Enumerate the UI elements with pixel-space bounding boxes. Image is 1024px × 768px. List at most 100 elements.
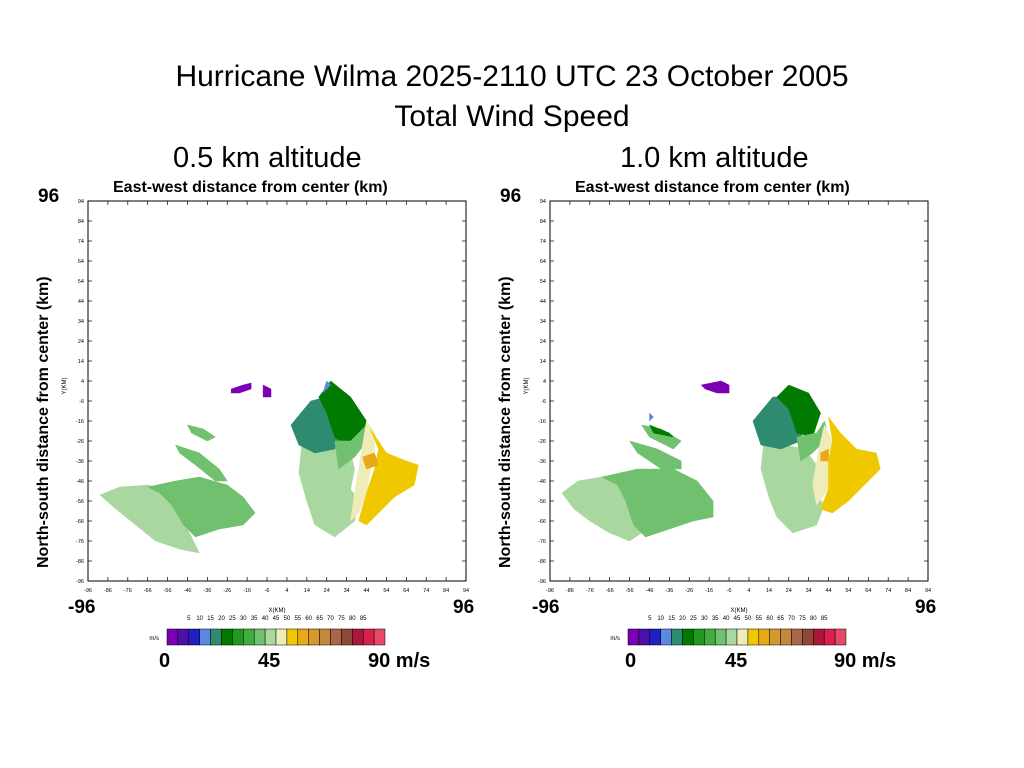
left-y-tick-label: -56	[76, 499, 84, 505]
right-y-tick-label: 74	[540, 239, 546, 245]
left-colorbar-swatch	[221, 628, 233, 646]
right-colorbar-swatch	[769, 628, 781, 646]
left-y-tick-label: 74	[78, 239, 84, 245]
left-inner-x-label: X(KM)	[269, 608, 286, 614]
right-colorbar-tick-label: 75	[799, 616, 806, 622]
right-colorbar-tick-label: 40	[723, 616, 730, 622]
right-y-tick-label: -6	[541, 399, 546, 405]
right-colorbar-tick-label: 70	[788, 616, 795, 622]
left-wind-region-5	[262, 384, 272, 398]
right-colorbar-swatch	[813, 628, 825, 646]
left-x-tick-label: 14	[304, 588, 310, 594]
right-x-tick-label: 44	[825, 588, 831, 594]
left-y-tick-label: 94	[78, 199, 84, 205]
left-wind-region-3	[187, 424, 216, 442]
left-wind-region-1	[146, 476, 256, 538]
right-wind-region-4	[648, 424, 675, 438]
left-x-tick-label: -36	[203, 588, 211, 594]
right-colorbar-swatch	[660, 628, 672, 646]
left-inner-y-label: Y(KM)	[62, 378, 68, 395]
left-colorbar-tick-label: 55	[294, 616, 301, 622]
left-colorbar-swatch	[166, 628, 179, 646]
right-colorbar-swatch	[714, 628, 727, 646]
right-x-tick-label: -76	[586, 588, 594, 594]
right-colorbar-swatch	[780, 628, 792, 646]
right-x-tick-label: -36	[665, 588, 673, 594]
left-colorbar-min-label: 0	[159, 650, 171, 672]
left-wind-region-10	[322, 380, 332, 394]
right-x-tick-label: -46	[645, 588, 653, 594]
left-y-top-label: 96	[38, 186, 60, 207]
left-wind-region-13	[362, 452, 379, 470]
left-x-tick-label: -16	[243, 588, 251, 594]
left-y-tick-label: 4	[81, 379, 84, 385]
right-colorbar-min-label: 0	[625, 650, 637, 672]
right-wind-region-2	[629, 440, 682, 470]
left-colorbar-tick-label: 65	[316, 616, 323, 622]
left-x-tick-label: -46	[183, 588, 191, 594]
right-colorbar-tick-label: 60	[766, 616, 773, 622]
right-colorbar-unit: m/s	[610, 636, 620, 642]
right-x-tick-label: 14	[766, 588, 772, 594]
left-y-tick-label: -26	[76, 439, 84, 445]
left-colorbar-swatch	[199, 628, 211, 646]
left-colorbar-swatch	[297, 628, 309, 646]
right-colorbar-tick-label: 85	[821, 616, 828, 622]
right-plot-frame	[549, 200, 929, 582]
left-wind-region-11	[350, 420, 375, 522]
right-inner-x-label: X(KM)	[731, 608, 748, 614]
left-y-tick-label: 24	[78, 339, 84, 345]
right-x-tick-label: -26	[685, 588, 693, 594]
left-colorbar-tick-label: 40	[262, 616, 269, 622]
left-colorbar-tick-label: 80	[349, 616, 356, 622]
right-x-tick-label: 84	[905, 588, 911, 594]
left-x-tick-label: 84	[443, 588, 449, 594]
left-colorbar-tick-label: 35	[251, 616, 258, 622]
left-x-tick-label: 54	[383, 588, 389, 594]
left-x-tick-label: 74	[423, 588, 429, 594]
right-colorbar-tick-label: 80	[810, 616, 817, 622]
left-x-tick-label: 34	[344, 588, 350, 594]
left-y-tick-label: 44	[78, 299, 84, 305]
right-x-tick-label: 54	[845, 588, 851, 594]
left-y-tick-label: -16	[76, 419, 84, 425]
left-colorbar-swatch	[275, 628, 288, 646]
left-y-tick-label: -76	[76, 539, 84, 545]
left-x-tick-label: -76	[124, 588, 132, 594]
right-colorbar-swatch	[693, 628, 705, 646]
left-wind-region-2	[175, 444, 228, 482]
right-x-tick-label: 34	[806, 588, 812, 594]
left-colorbar-tick-label: 25	[229, 616, 236, 622]
left-y-tick-label: 84	[78, 219, 84, 225]
right-colorbar-tick-label: 20	[679, 616, 686, 622]
right-y-tick-label: 94	[540, 199, 546, 205]
left-x-axis-label: East-west distance from center (km)	[113, 179, 388, 196]
right-x-axis-label: East-west distance from center (km)	[575, 179, 850, 196]
right-colorbar-tick-label: 30	[701, 616, 708, 622]
right-y-tick-label: 44	[540, 299, 546, 305]
left-y-tick-label: -6	[79, 399, 84, 405]
right-y-tick-label: -76	[538, 539, 546, 545]
right-colorbar-tick-label: 5	[648, 616, 652, 622]
right-x-tick-label: 94	[925, 588, 931, 594]
left-colorbar-swatch	[177, 628, 190, 646]
right-x-tick-label: -96	[546, 588, 554, 594]
right-colorbar-swatch	[802, 628, 814, 646]
right-x-tick-label: -86	[566, 588, 574, 594]
left-colorbar-mid-label: 45	[258, 650, 281, 672]
left-colorbar-tick-label: 60	[305, 616, 312, 622]
left-colorbar-unit: m/s	[149, 636, 159, 642]
right-colorbar-tick-label: 25	[690, 616, 697, 622]
left-colorbar-tick-label: 85	[360, 616, 367, 622]
left-colorbar-swatch	[362, 628, 375, 646]
left-x-tick-label: -6	[265, 588, 270, 594]
right-colorbar-swatch	[682, 628, 694, 646]
right-colorbar-swatch	[704, 628, 716, 646]
left-x-tick-label: -96	[84, 588, 92, 594]
right-wind-region-5	[700, 380, 730, 394]
right-colorbar-tick-label: 45	[734, 616, 741, 622]
right-colorbar-swatch	[671, 628, 683, 646]
left-y-tick-label: 54	[78, 279, 84, 285]
right-y-tick-label: 64	[540, 259, 546, 265]
